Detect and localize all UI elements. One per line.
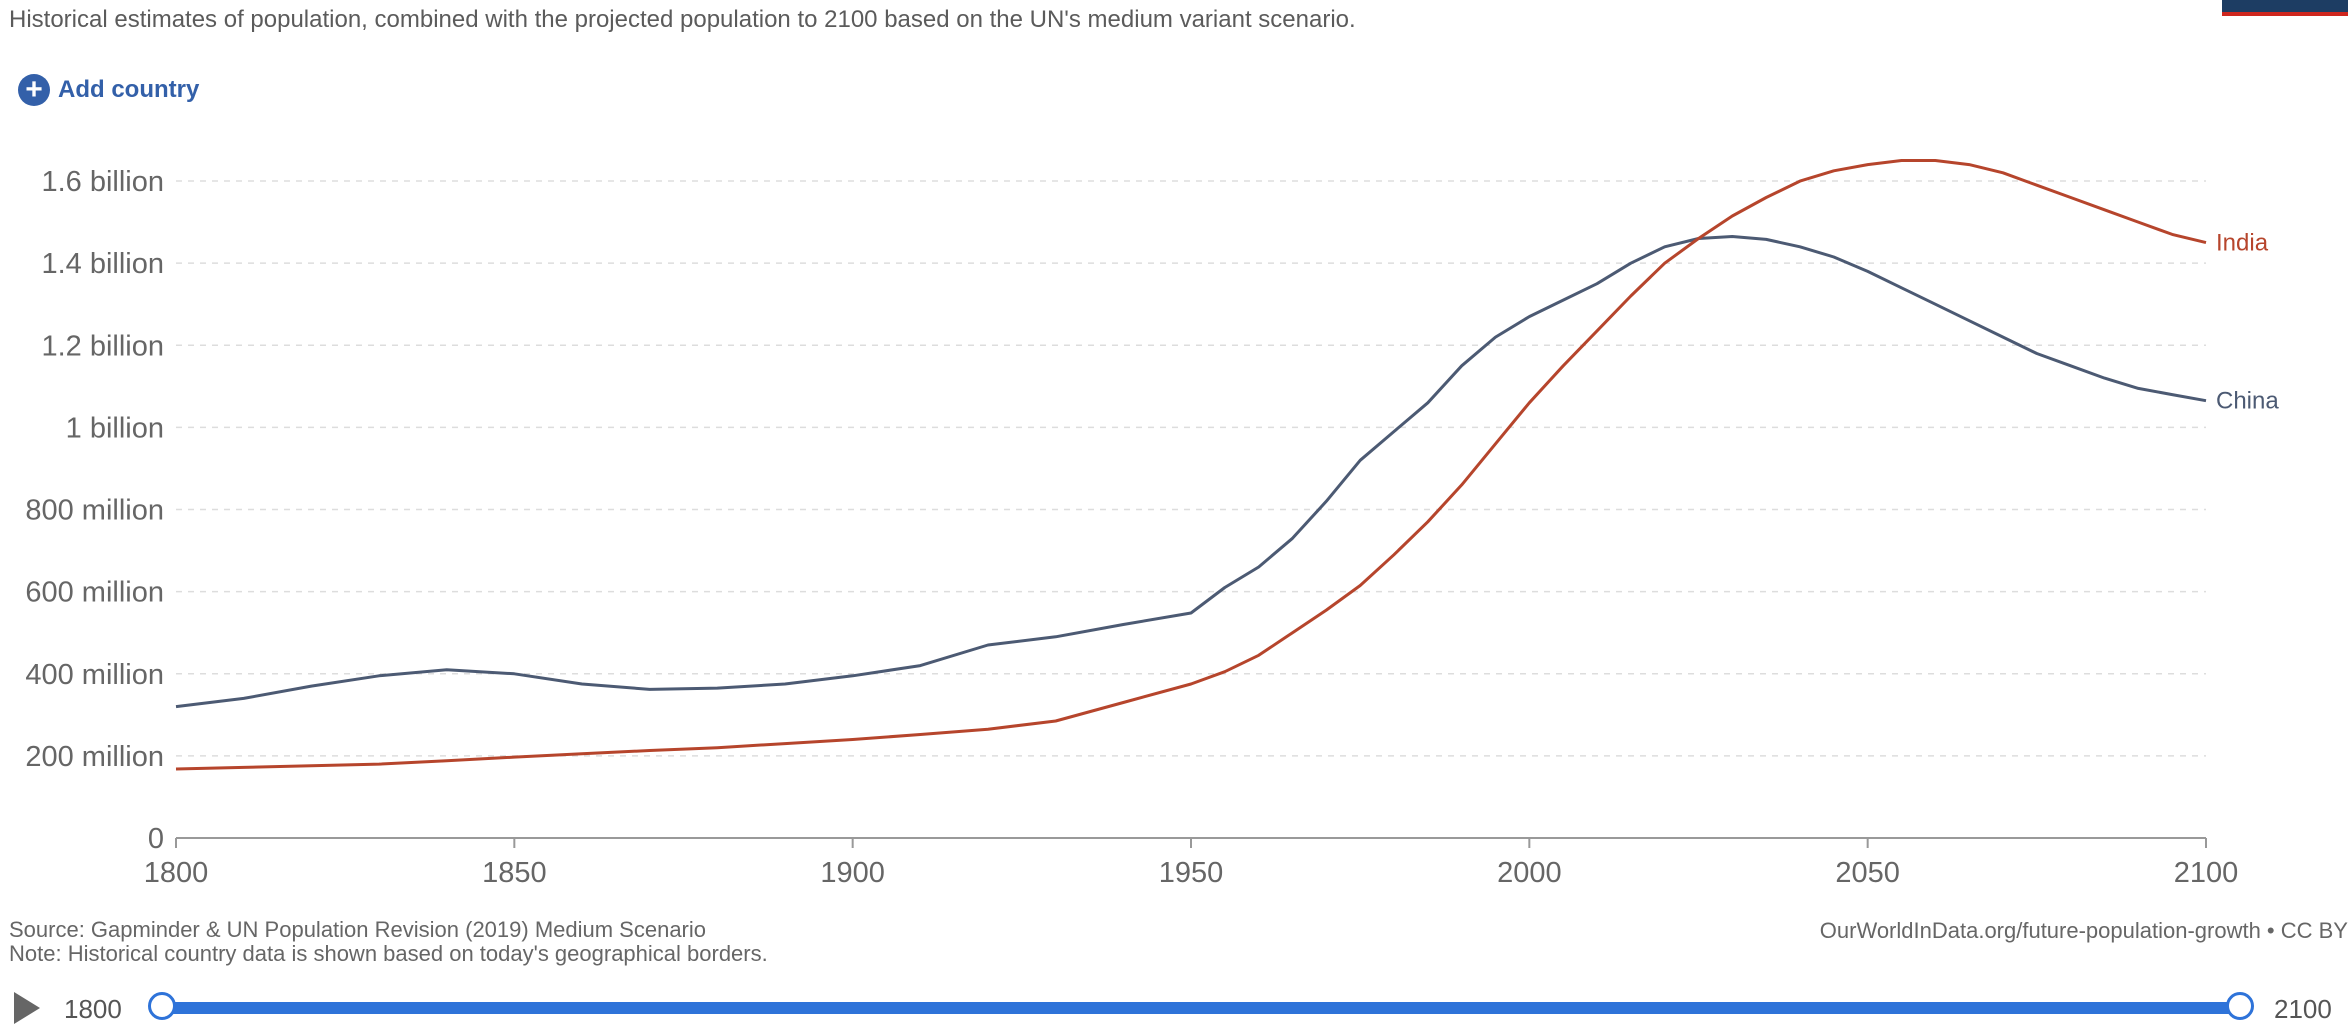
y-tick-label: 1.2 billion [41,330,164,362]
timeline-end-handle[interactable] [2226,992,2254,1020]
owid-logo [2222,0,2348,16]
grid-lines [176,180,2206,757]
note-text: Note: Historical country data is shown b… [9,941,768,966]
timeline-track[interactable] [162,1002,2240,1014]
y-tick-label: 600 million [25,577,164,609]
chart-subtitle: Historical estimates of population, comb… [9,6,1356,33]
x-tick-label: 2000 [1497,857,1562,889]
plus-circle-icon: + [18,74,50,106]
y-tick-label: 400 million [25,659,164,691]
series-label-india: India [2216,230,2269,257]
line-chart: 0 200 million 400 million 600 million 800 mi… [25,159,2279,889]
timeline-start-handle[interactable] [148,992,176,1020]
y-tick-label: 200 million [25,741,164,773]
x-tick-label: 1950 [1159,857,1224,889]
x-tick-label: 1850 [482,857,547,889]
y-tick-label: 1 billion [66,412,164,444]
play-icon[interactable] [14,992,40,1024]
timeline-end-label: 2100 [2274,994,2332,1024]
timeline-start-label: 1800 [64,994,122,1024]
series-line-india[interactable] [175,159,2207,771]
series-lines [175,159,2207,771]
x-axis: 1800 1850 1900 1950 2000 2050 2100 [144,837,2239,889]
y-tick-label: 1.4 billion [41,248,164,280]
x-tick-label: 1800 [144,857,209,889]
add-country-label: Add country [58,76,200,103]
y-tick-label: 1.6 billion [41,166,164,198]
series-line-china[interactable] [175,235,2207,709]
y-tick-label: 800 million [25,495,164,527]
chart-footer-notes: Source: Gapminder & UN Population Revisi… [9,918,768,966]
add-country-button[interactable]: + Add country [18,74,199,106]
y-tick-label: 0 [148,823,164,855]
timeline-slider[interactable]: 1800 2100 [0,988,2348,1028]
source-text: Source: Gapminder & UN Population Revisi… [9,917,707,942]
x-tick-label: 2100 [2174,857,2239,889]
y-axis-ticks: 0 200 million 400 million 600 million 800 mi… [25,166,164,855]
series-label-china: China [2216,388,2279,415]
x-tick-label: 1900 [820,857,885,889]
series-labels: China India [2216,230,2279,415]
credit-link[interactable]: OurWorldInData.org/future-population-gro… [1819,918,2348,943]
x-tick-label: 2050 [1835,857,1900,889]
